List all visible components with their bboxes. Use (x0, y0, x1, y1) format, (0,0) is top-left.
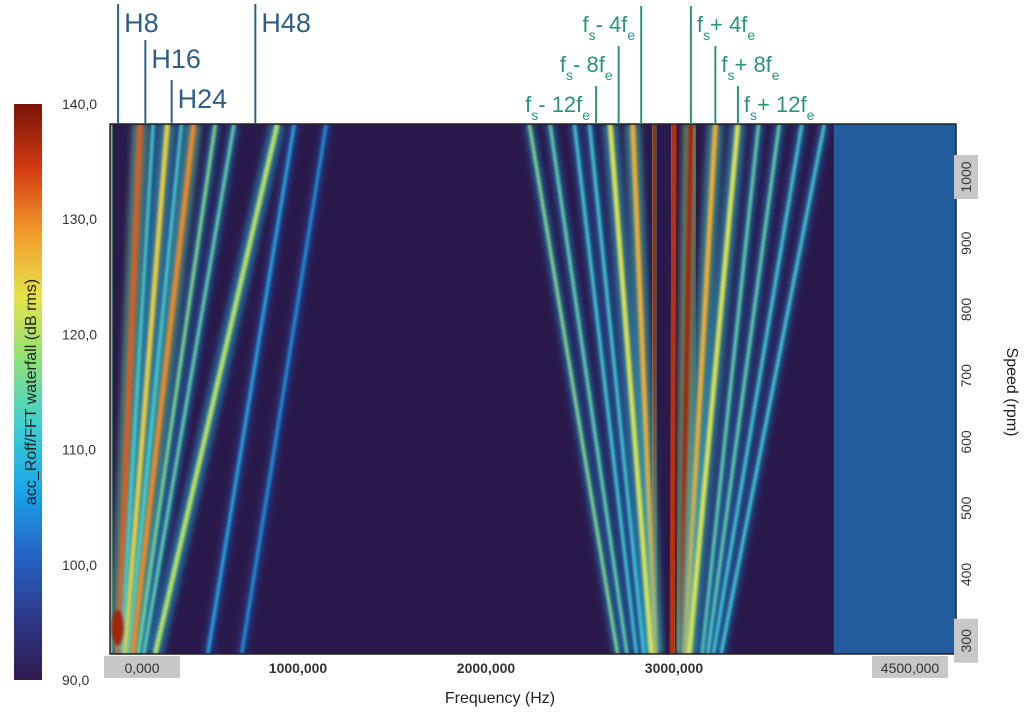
order-line (206, 124, 296, 654)
harmonic-line-h8 (115, 124, 143, 654)
harmonic-label: H48 (261, 8, 311, 38)
y-tick-label: 500 (958, 496, 974, 520)
sideband-label: fs+ 4fe (697, 12, 755, 43)
carrier-line (669, 124, 677, 654)
x-tick-label: 1000,000 (269, 660, 328, 676)
y-tick-label: 400 (958, 563, 974, 587)
order-line (136, 124, 217, 654)
x-tick-highlight (104, 656, 180, 678)
colorbar-tick-label: 90,0 (62, 672, 89, 688)
y-tick-label: 300 (958, 629, 974, 653)
colorbar-label: acc_Roff/FFT waterfall (dB rms) (23, 279, 40, 505)
sideband-label: fs- 8fe (560, 52, 613, 83)
sideband-line (572, 124, 638, 654)
y-tick-label: 700 (958, 364, 974, 388)
hotspot (111, 609, 124, 646)
harmonic-line-h48 (152, 124, 280, 654)
colorbar (14, 104, 42, 680)
colorbar-tick-label: 120,0 (62, 326, 97, 342)
sideband-line (706, 124, 781, 654)
sideband-line (719, 124, 826, 654)
x-tick-label: 4500,000 (881, 660, 940, 676)
y-axis-label: Speed (rpm) (1003, 348, 1020, 437)
sideband-line (607, 124, 654, 654)
x-tick-label: 3000,000 (645, 660, 704, 676)
colorbar-tick-label: 130,0 (62, 211, 97, 227)
harmonic-label: H16 (151, 44, 201, 74)
sideband-line (548, 124, 629, 654)
sideband-line (686, 124, 741, 654)
sideband-label: fs- 4fe (582, 12, 635, 43)
y-tick-label: 600 (958, 430, 974, 454)
y-tick-label: 900 (958, 231, 974, 255)
x-axis-label: Frequency (Hz) (445, 690, 555, 707)
x-tick-label: 2000,000 (457, 660, 516, 676)
harmonic-label: H24 (178, 84, 228, 114)
order-line (240, 124, 328, 654)
y-tick-highlight (954, 155, 978, 199)
order-line (142, 124, 236, 654)
x-tick-highlight (872, 656, 948, 678)
colorbar-tick-label: 110,0 (62, 442, 96, 458)
order-line (110, 124, 114, 654)
broadband-noise-region (833, 124, 956, 654)
sideband-line (587, 124, 646, 654)
colorbar-tick-label: 140,0 (62, 96, 97, 112)
x-axis-ticks: 0,000 1000,000 2000,000 3000,000 4500,000 (104, 656, 948, 678)
sideband-label: fs- 12fe (525, 92, 590, 123)
y-tick-highlight (954, 618, 978, 663)
y-tick-label: 1000 (958, 161, 974, 192)
y-tick-label: 800 (958, 298, 974, 322)
harmonic-label: H8 (124, 8, 159, 38)
sideband-line (712, 124, 804, 654)
sideband-line (527, 124, 620, 654)
spectral-lines (110, 124, 956, 654)
y-axis-ticks: 300 400 500 600 700 800 900 1000 (954, 155, 978, 663)
harmonic-line-h24 (130, 124, 197, 654)
harmonic-line-h16 (122, 124, 170, 654)
sideband-label: fs+ 8fe (721, 52, 779, 83)
sideband-line (700, 124, 761, 654)
colorbar-tick-label: 100,0 (62, 557, 97, 573)
colorbar-ticks: 90,0 100,0 110,0 120,0 130,0 140,0 (62, 96, 97, 688)
plot-background (110, 124, 956, 654)
sideband-label: fs+ 12fe (744, 92, 815, 123)
x-tick-label: 0,000 (124, 660, 159, 676)
order-annotations: H8 H16 H24 H48 fs- 4fe fs+ 4fe fs- 8fe fs+ 8fe f… (117, 4, 815, 124)
plot-frame (109, 123, 957, 655)
